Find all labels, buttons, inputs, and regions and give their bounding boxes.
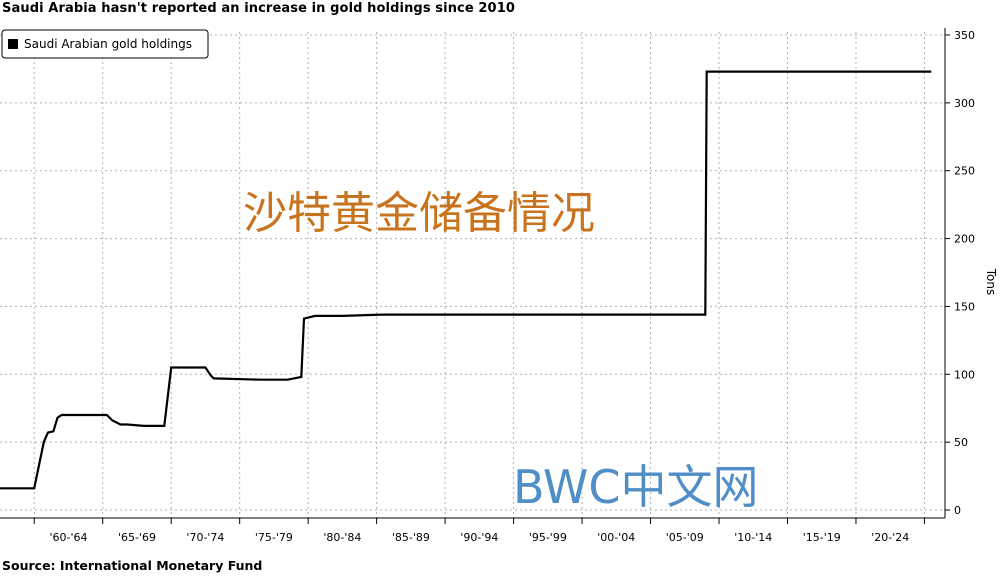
legend: Saudi Arabian gold holdings	[1, 29, 209, 59]
y-tick-label: 350	[954, 29, 975, 42]
series-line-saudi-gold	[0, 70, 932, 490]
x-axis: '60-'64 '65-'69 '70-'74 '75-'79 '80-'84 '85-'…	[0, 517, 945, 544]
bwc-watermark: BWC中文网	[513, 460, 759, 514]
y-tick-label: 250	[954, 165, 975, 178]
x-tick-label: '95-'99	[529, 531, 567, 544]
y-axis: 0 50 100 150 200 250 300 350	[944, 28, 975, 518]
legend-swatch	[8, 39, 18, 49]
y-tick-label: 50	[954, 436, 968, 449]
x-tick-label: '80-'84	[323, 531, 361, 544]
x-tick-label: '75-'79	[255, 531, 293, 544]
x-tick-label: '15-'19	[803, 531, 841, 544]
y-tick-label: 0	[954, 504, 961, 517]
legend-box	[1, 29, 209, 59]
x-tick-label: '60-'64	[49, 531, 87, 544]
y-tick-label: 200	[954, 233, 975, 246]
gridlines	[0, 32, 945, 518]
x-tick-label: '05-'09	[666, 531, 704, 544]
y-tick-label: 150	[954, 300, 975, 313]
x-tick-label: '85-'89	[392, 531, 430, 544]
y-tick-label: 300	[954, 97, 975, 110]
x-tick-label: '70-'74	[186, 531, 224, 544]
source-note: Source: International Monetary Fund	[2, 558, 263, 573]
y-tick-label: 100	[954, 368, 975, 381]
x-tick-label: '10-'14	[734, 531, 772, 544]
x-tick-label: '90-'94	[460, 531, 498, 544]
legend-label: Saudi Arabian gold holdings	[24, 37, 192, 51]
y-axis-title: Tons	[984, 268, 998, 296]
x-tick-label: '65-'69	[118, 531, 156, 544]
chinese-caption: 沙特黄金储备情况	[243, 188, 595, 239]
chart-title: Saudi Arabia hasn't reported an increase…	[2, 1, 515, 16]
x-tick-label: '00-'04	[597, 531, 635, 544]
x-tick-label: '20-'24	[871, 531, 909, 544]
